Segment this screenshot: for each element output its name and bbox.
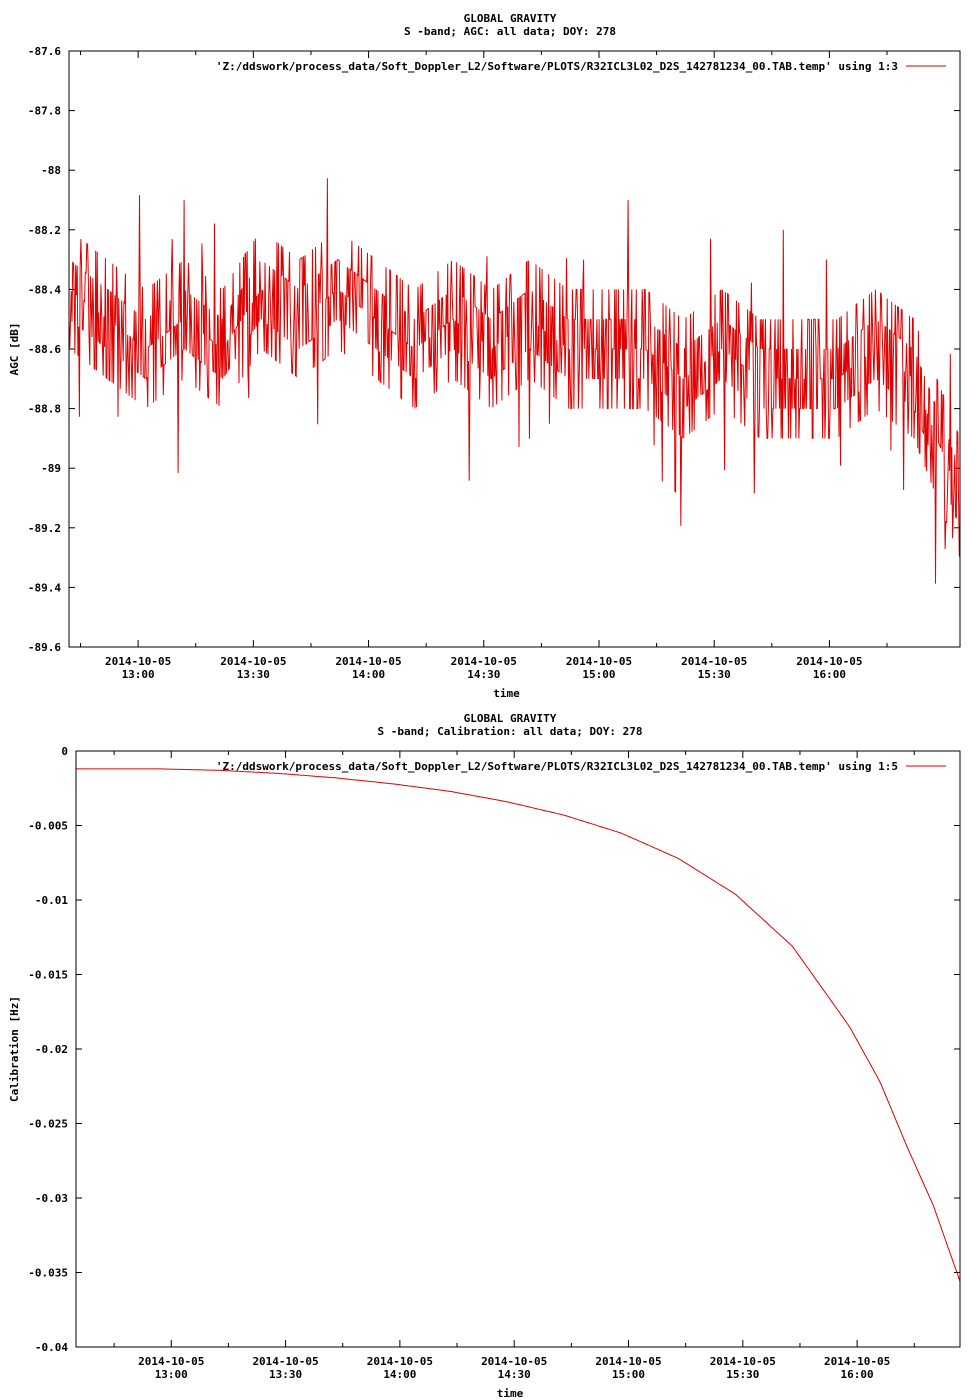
legend-label: 'Z:/ddswork/process_data/Soft_Doppler_L2…	[216, 760, 898, 773]
x-axis-label: time	[497, 1387, 524, 1400]
x-tick-date-label: 2014-10-05	[681, 655, 747, 668]
y-tick-label: -89	[41, 462, 61, 475]
y-axis-label: Calibration [Hz]	[8, 996, 21, 1102]
x-tick-date-label: 2014-10-05	[335, 655, 401, 668]
y-tick-label: -0.035	[28, 1267, 68, 1280]
x-tick-time-label: 13:30	[237, 668, 270, 681]
chart-title: GLOBAL GRAVITY	[464, 712, 557, 725]
y-tick-label: -88.2	[28, 224, 61, 237]
x-tick-date-label: 2014-10-05	[252, 1355, 318, 1368]
x-tick-time-label: 14:30	[467, 668, 500, 681]
y-tick-label: -88	[41, 164, 61, 177]
y-tick-label: -89.6	[28, 641, 61, 654]
x-tick-date-label: 2014-10-05	[451, 655, 517, 668]
x-tick-date-label: 2014-10-05	[566, 655, 632, 668]
y-axis-label: AGC [dB]	[8, 323, 21, 376]
y-tick-label: -88.4	[28, 283, 61, 296]
data-series-line	[76, 768, 961, 1282]
y-tick-label: -88.6	[28, 343, 61, 356]
x-tick-time-label: 15:00	[612, 1368, 645, 1381]
x-tick-time-label: 13:00	[155, 1368, 188, 1381]
x-tick-time-label: 14:00	[383, 1368, 416, 1381]
x-tick-time-label: 15:30	[726, 1368, 759, 1381]
y-tick-label: -0.02	[35, 1043, 68, 1056]
x-tick-date-label: 2014-10-05	[824, 1355, 890, 1368]
y-tick-label: -87.6	[28, 45, 61, 58]
x-tick-date-label: 2014-10-05	[220, 655, 286, 668]
x-tick-time-label: 16:00	[841, 1368, 874, 1381]
x-tick-date-label: 2014-10-05	[105, 655, 171, 668]
y-tick-label: -89.4	[28, 581, 61, 594]
y-tick-label: -0.005	[28, 820, 68, 833]
y-tick-label: -89.2	[28, 522, 61, 535]
y-tick-label: -0.01	[35, 894, 68, 907]
x-tick-time-label: 14:30	[498, 1368, 531, 1381]
chart-subtitle: S -band; Calibration: all data; DOY: 278	[378, 725, 643, 738]
x-tick-date-label: 2014-10-05	[481, 1355, 547, 1368]
chart-subtitle: S -band; AGC: all data; DOY: 278	[404, 25, 616, 38]
x-tick-time-label: 15:00	[582, 668, 615, 681]
chart-title: GLOBAL GRAVITY	[464, 12, 557, 25]
x-tick-time-label: 14:00	[352, 668, 385, 681]
y-tick-label: 0	[61, 745, 68, 758]
y-tick-label: -87.8	[28, 105, 61, 118]
x-tick-time-label: 13:30	[269, 1368, 302, 1381]
x-tick-date-label: 2014-10-05	[595, 1355, 661, 1368]
y-tick-label: -0.015	[28, 969, 68, 982]
x-tick-date-label: 2014-10-05	[367, 1355, 433, 1368]
legend-label: 'Z:/ddswork/process_data/Soft_Doppler_L2…	[216, 60, 898, 73]
plot-frame	[68, 50, 961, 648]
y-tick-label: -0.04	[35, 1341, 68, 1354]
x-tick-date-label: 2014-10-05	[710, 1355, 776, 1368]
y-tick-label: -0.03	[35, 1192, 68, 1205]
x-tick-time-label: 13:00	[122, 668, 155, 681]
plot-frame	[75, 750, 961, 1348]
data-series-line	[68, 178, 961, 584]
x-tick-date-label: 2014-10-05	[796, 655, 862, 668]
y-tick-label: -0.025	[28, 1118, 68, 1131]
x-tick-date-label: 2014-10-05	[138, 1355, 204, 1368]
x-tick-time-label: 15:30	[698, 668, 731, 681]
y-tick-label: -88.8	[28, 403, 61, 416]
x-axis-label: time	[493, 687, 520, 700]
x-tick-time-label: 16:00	[813, 668, 846, 681]
